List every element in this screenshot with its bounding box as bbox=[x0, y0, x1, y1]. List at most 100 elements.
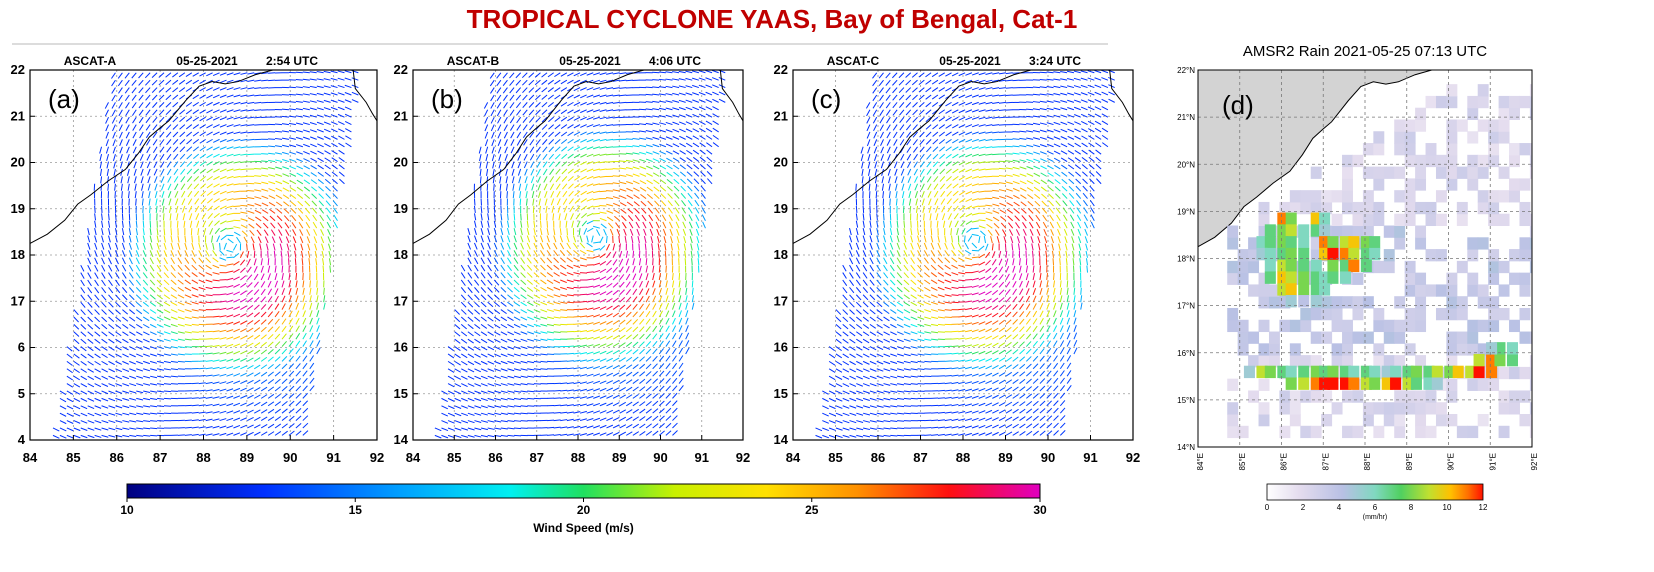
wind-vector bbox=[869, 294, 876, 301]
wind-vector bbox=[330, 92, 338, 96]
wind-vector bbox=[902, 205, 905, 213]
wind-vector bbox=[672, 332, 677, 340]
wind-vector bbox=[664, 250, 667, 258]
wind-vector bbox=[527, 346, 535, 349]
wind-vector bbox=[309, 302, 313, 310]
wind-vector bbox=[288, 385, 295, 392]
wind-vector bbox=[480, 323, 488, 329]
wind-vector bbox=[606, 357, 613, 362]
wind-vector bbox=[132, 139, 137, 146]
wind-vector bbox=[1046, 302, 1050, 310]
wind-vector bbox=[869, 272, 875, 279]
wind-vector bbox=[985, 432, 993, 436]
wind-vector bbox=[903, 309, 911, 314]
wind-vector bbox=[665, 114, 673, 118]
wind-vector bbox=[467, 397, 475, 402]
wind-vector bbox=[1009, 229, 1014, 236]
wind-vector bbox=[889, 279, 896, 286]
wind-vector bbox=[533, 323, 541, 327]
wind-vector bbox=[606, 216, 614, 222]
wind-vector bbox=[632, 326, 639, 333]
wind-vector bbox=[274, 348, 281, 355]
wind-vector bbox=[210, 235, 214, 243]
wind-vector bbox=[548, 139, 555, 145]
wind-vector bbox=[261, 181, 269, 185]
wind-vector bbox=[160, 161, 165, 168]
wind-vector bbox=[627, 208, 634, 214]
wind-vector bbox=[254, 196, 262, 200]
wind-vector bbox=[883, 338, 891, 343]
wind-vector bbox=[302, 355, 308, 362]
wind-vector bbox=[80, 353, 87, 359]
wind-vector bbox=[863, 427, 871, 431]
wind-vector bbox=[586, 249, 594, 253]
wind-vector bbox=[895, 198, 898, 206]
wind-vector bbox=[890, 323, 897, 329]
wind-vector bbox=[619, 334, 626, 340]
wind-vector bbox=[108, 390, 116, 395]
wind-vector bbox=[94, 360, 101, 366]
wind-vector bbox=[149, 346, 157, 350]
wind-vector bbox=[535, 116, 541, 123]
wind-vector bbox=[992, 189, 1000, 192]
wind-vector bbox=[606, 109, 614, 112]
wind-vector bbox=[910, 235, 914, 243]
wind-vector bbox=[240, 211, 248, 214]
wind-vector bbox=[998, 431, 1006, 436]
wind-vector bbox=[921, 190, 925, 198]
wind-vector bbox=[985, 372, 993, 377]
wind-vector bbox=[1036, 229, 1041, 236]
wind-vector bbox=[454, 420, 462, 424]
wind-vector bbox=[672, 78, 680, 81]
wind-vector bbox=[177, 272, 184, 278]
wind-vector bbox=[896, 287, 903, 293]
wind-vector bbox=[484, 131, 489, 139]
wind-vector bbox=[1046, 407, 1053, 414]
wind-vector bbox=[883, 368, 891, 372]
wind-vector bbox=[665, 340, 671, 347]
wind-vector bbox=[247, 424, 254, 429]
wind-vector bbox=[194, 205, 200, 213]
wind-vector bbox=[454, 368, 461, 373]
wind-vector bbox=[295, 295, 299, 303]
wind-vector bbox=[474, 420, 482, 423]
wind-vector bbox=[915, 205, 919, 213]
wind-vector bbox=[332, 200, 338, 207]
wind-vector bbox=[1059, 400, 1066, 407]
wind-vector bbox=[268, 152, 276, 155]
wind-vector bbox=[890, 420, 898, 422]
wind-vector bbox=[324, 164, 331, 170]
wind-vector bbox=[73, 434, 81, 439]
wind-vector bbox=[344, 113, 352, 118]
wind-vector bbox=[94, 205, 96, 213]
wind-vector bbox=[586, 175, 594, 180]
wind-vector bbox=[606, 320, 613, 325]
wind-vector bbox=[490, 124, 495, 132]
wind-vector bbox=[487, 375, 495, 380]
panel-date-label: 05-25-2021 bbox=[559, 54, 621, 68]
wind-vector bbox=[454, 405, 462, 409]
wind-vector bbox=[500, 375, 508, 379]
wind-vector bbox=[553, 294, 561, 298]
wind-vector bbox=[1005, 364, 1012, 370]
wind-vector bbox=[214, 227, 220, 234]
wind-vector bbox=[883, 383, 891, 386]
wind-vector bbox=[323, 114, 331, 118]
wind-vector bbox=[882, 191, 885, 199]
wind-vector bbox=[487, 242, 491, 250]
wind-vector bbox=[324, 178, 331, 185]
wind-vector bbox=[264, 236, 269, 244]
wind-vector bbox=[181, 198, 186, 206]
wind-vector bbox=[240, 298, 247, 303]
panel-sensor-label: ASCAT-A bbox=[64, 54, 117, 68]
wind-vector bbox=[917, 316, 925, 320]
wind-vector bbox=[163, 360, 171, 364]
wind-vector bbox=[145, 116, 151, 124]
wind-vector bbox=[197, 228, 200, 236]
wind-vector bbox=[170, 346, 178, 349]
wind-vector bbox=[298, 222, 304, 229]
wind-vector bbox=[579, 418, 587, 422]
wind-vector bbox=[619, 101, 627, 104]
wind-vector bbox=[652, 165, 660, 170]
wind-vector bbox=[267, 258, 270, 266]
